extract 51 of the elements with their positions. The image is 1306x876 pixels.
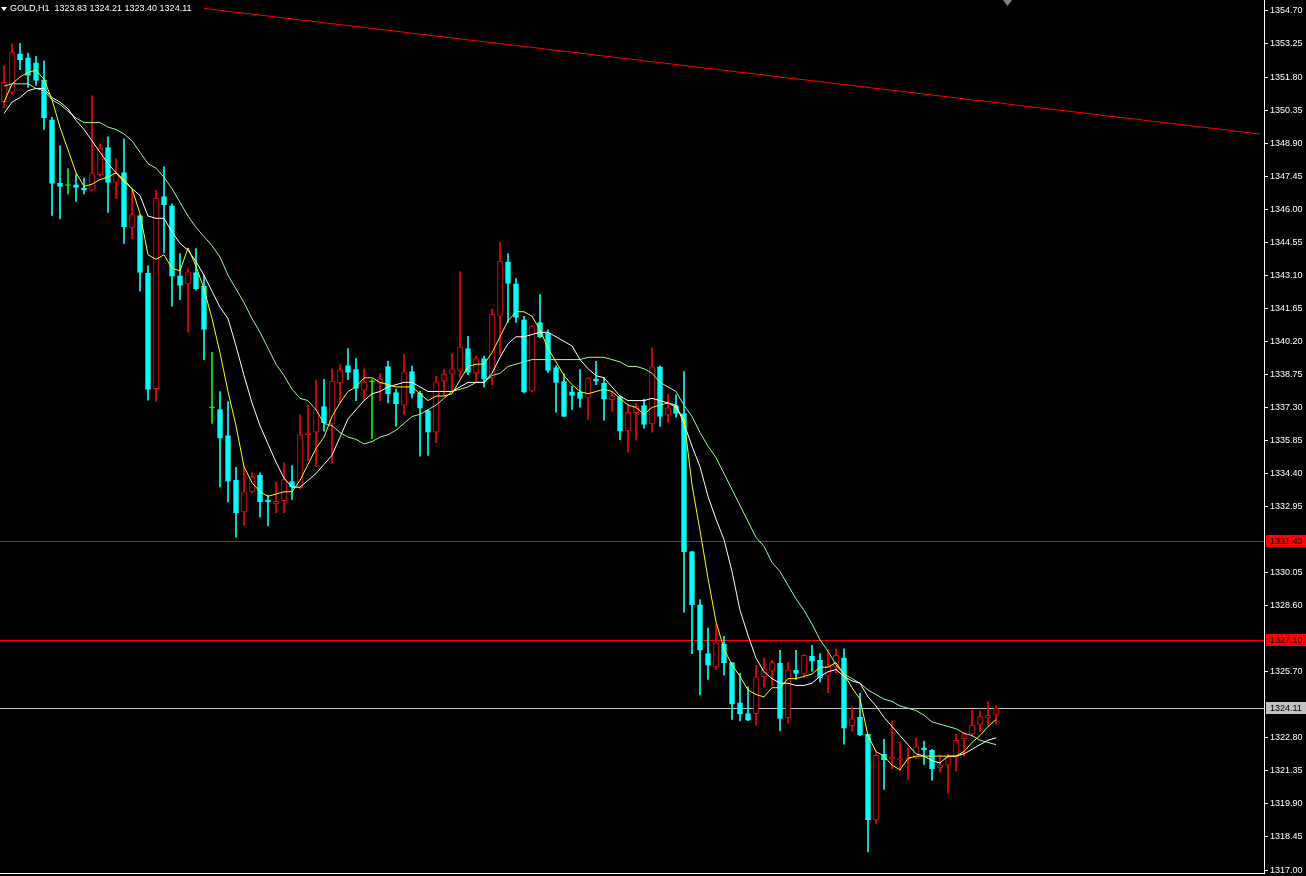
candlestick xyxy=(793,650,799,680)
candlestick xyxy=(458,271,462,379)
candlestick xyxy=(273,481,279,514)
candlestick xyxy=(705,627,711,680)
chart-title: GOLD,H1 1323.83 1324.21 1323.40 1324.11 xyxy=(10,3,192,14)
ref-line-label: 1331.43 xyxy=(1270,535,1303,546)
candlestick xyxy=(809,645,815,672)
y-tick-label: 1353.25 xyxy=(1270,38,1303,49)
candlestick xyxy=(945,753,951,794)
y-tick-label: 1322.80 xyxy=(1270,732,1303,743)
y-tick-label: 1343.10 xyxy=(1270,269,1303,280)
y-tick-label: 1348.90 xyxy=(1270,137,1303,148)
candlestick xyxy=(369,379,375,439)
candlestick xyxy=(305,405,311,461)
candlestick xyxy=(897,741,903,772)
candlestick xyxy=(289,465,295,500)
y-tick-label: 1351.80 xyxy=(1270,71,1303,82)
y-tick-label: 1330.05 xyxy=(1270,567,1303,578)
y-tick-label: 1346.00 xyxy=(1270,203,1303,214)
candlestick xyxy=(161,166,167,254)
candlestick xyxy=(73,173,79,202)
candlestick xyxy=(577,369,583,408)
y-tick-label: 1341.65 xyxy=(1270,302,1303,313)
y-tick-label: 1328.60 xyxy=(1270,600,1303,611)
y-tick-label: 1317.00 xyxy=(1270,864,1303,875)
candlestick xyxy=(186,268,190,333)
candlestick xyxy=(593,361,599,385)
y-tick-label: 1321.35 xyxy=(1270,765,1303,776)
y-tick-label: 1318.45 xyxy=(1270,831,1303,842)
y-tick-label: 1337.30 xyxy=(1270,401,1303,412)
y-tick-label: 1354.70 xyxy=(1270,5,1303,16)
y-tick-label: 1338.75 xyxy=(1270,368,1303,379)
ref-line-label: 1324.11 xyxy=(1270,702,1302,713)
y-tick-label: 1347.45 xyxy=(1270,170,1303,181)
ref-line-label: 1327.10 xyxy=(1270,634,1303,645)
candlestick xyxy=(90,95,94,192)
y-tick-label: 1335.85 xyxy=(1270,434,1303,445)
y-tick-label: 1325.70 xyxy=(1270,666,1303,677)
candlestick xyxy=(417,390,423,457)
candlestick xyxy=(209,351,215,424)
y-tick-label: 1334.40 xyxy=(1270,468,1303,479)
candlestick xyxy=(449,353,455,392)
y-tick-label: 1350.35 xyxy=(1270,104,1303,115)
candlestick xyxy=(569,385,575,410)
y-tick-label: 1340.20 xyxy=(1270,335,1303,346)
candlestick xyxy=(345,348,351,380)
y-tick-label: 1344.55 xyxy=(1270,236,1303,247)
y-tick-label: 1319.90 xyxy=(1270,798,1303,809)
candlestick xyxy=(745,686,751,721)
candlestick xyxy=(57,145,63,220)
y-tick-label: 1332.95 xyxy=(1270,501,1303,512)
